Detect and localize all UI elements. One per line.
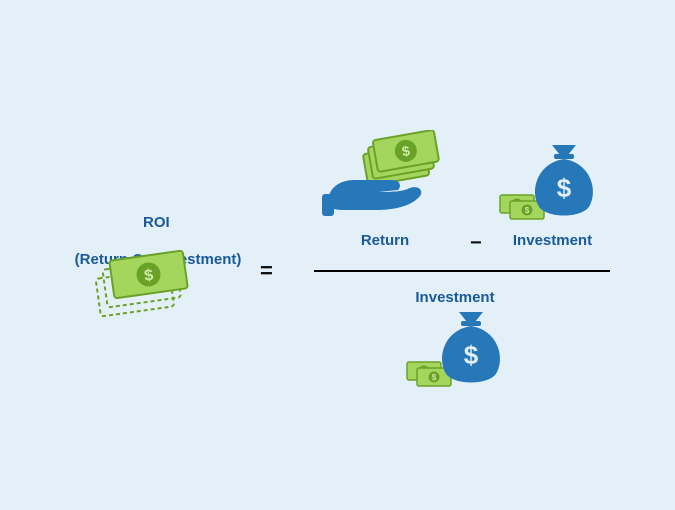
roi-title-line1: ROI: [143, 214, 170, 231]
fraction-line: [314, 270, 610, 272]
svg-text:$: $: [432, 373, 437, 382]
minus-operator: −: [470, 232, 482, 255]
investment-top-label: Investment: [505, 232, 600, 249]
roi-formula-diagram: ROI (Return On Investment) $ = $: [0, 0, 675, 510]
svg-text:$: $: [557, 173, 572, 203]
money-bag-icon: $ $ $: [405, 310, 507, 390]
money-bag-icon: $ $ $: [498, 143, 600, 223]
investment-bottom-label: Investment: [400, 289, 510, 306]
cash-stack-icon: $: [90, 238, 200, 318]
svg-text:$: $: [525, 206, 530, 215]
hand-cash-icon: $: [320, 130, 450, 220]
equals-operator: =: [260, 258, 273, 284]
svg-text:$: $: [464, 340, 479, 370]
return-label: Return: [345, 232, 425, 249]
